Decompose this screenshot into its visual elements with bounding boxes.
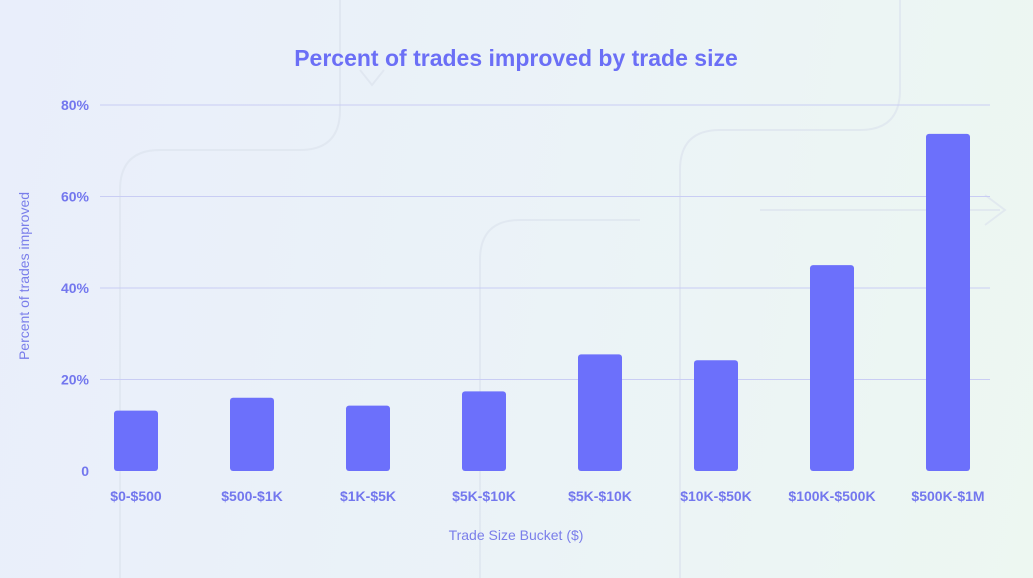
- bar: [114, 410, 158, 471]
- x-tick-label: $5K-$10K: [568, 488, 632, 504]
- bar: [346, 405, 390, 471]
- y-axis-ticks: 0 20% 40% 60% 80%: [61, 97, 90, 479]
- x-tick-label: $0-$500: [110, 488, 162, 504]
- bar: [694, 360, 738, 471]
- bar: [462, 391, 506, 471]
- x-tick-label: $5K-$10K: [452, 488, 516, 504]
- bars: [114, 133, 970, 471]
- x-axis-ticks: $0-$500 $500-$1K $1K-$5K $5K-$10K $5K-$10K $1…: [110, 488, 984, 504]
- y-tick-label: 0: [81, 463, 89, 479]
- bar: [230, 397, 274, 471]
- bar: [578, 354, 622, 471]
- y-axis-title: Percent of trades improved: [16, 192, 32, 360]
- y-tick-label: 60%: [61, 189, 90, 205]
- x-axis-title: Trade Size Bucket ($): [449, 527, 584, 543]
- x-tick-label: $100K-$500K: [788, 488, 875, 504]
- x-tick-label: $500K-$1M: [911, 488, 984, 504]
- y-tick-label: 20%: [61, 372, 90, 388]
- x-tick-label: $500-$1K: [221, 488, 283, 504]
- gridlines: [100, 104, 990, 380]
- x-tick-label: $10K-$50K: [680, 488, 752, 504]
- bar: [926, 133, 970, 471]
- bar: [810, 265, 854, 471]
- y-tick-label: 40%: [61, 280, 90, 296]
- x-tick-label: $1K-$5K: [340, 488, 396, 504]
- y-tick-label: 80%: [61, 97, 90, 113]
- chart-title: Percent of trades improved by trade size: [294, 45, 738, 71]
